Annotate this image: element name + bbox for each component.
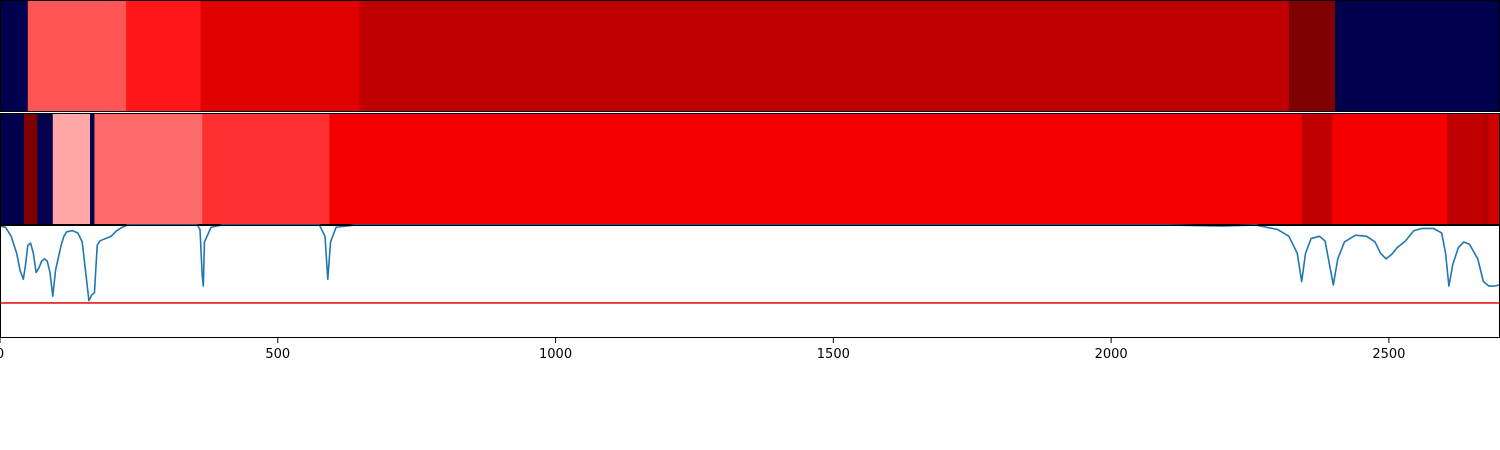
band-row-2-segment-11 — [1447, 113, 1484, 225]
series-line-1 — [0, 224, 1500, 302]
band-row-2-segment-2 — [23, 113, 38, 225]
band-row-1-segment-3 — [126, 0, 202, 112]
band-rows — [0, 0, 1500, 225]
band-row-1-segment-1 — [0, 0, 29, 112]
x-tick-label-4: 1500 — [817, 347, 850, 362]
x-tick-label-1: 0 — [0, 347, 4, 362]
band-row-1-segment-2 — [27, 0, 127, 112]
band-row-2-segment-5 — [90, 113, 95, 225]
band-row-2-segment-13 — [1488, 113, 1500, 225]
band-row-2-segment-8 — [329, 113, 1303, 225]
x-tick-label-3: 1000 — [539, 347, 572, 362]
band-row-2-segment-4 — [52, 113, 91, 225]
x-tick-label-6: 2500 — [1372, 347, 1405, 362]
band-row-1-segment-7 — [1335, 0, 1500, 112]
band-row-1-segment-6 — [1288, 0, 1336, 112]
band-row-1-segment-5 — [359, 0, 1290, 112]
band-row-1-segment-4 — [200, 0, 360, 112]
band-row-2-segment-12 — [1483, 113, 1490, 225]
x-tick-label-2: 500 — [265, 347, 290, 362]
band-row-2-segment-7 — [202, 113, 330, 225]
band-row-2-segment-9 — [1301, 113, 1333, 225]
band-row-2-segment-3 — [37, 113, 54, 225]
band-row-2-segment-1 — [0, 113, 25, 225]
x-axis: 0 500 1000 1500 2000 2500 — [0, 338, 1405, 362]
band-row-2-segment-6 — [94, 113, 203, 225]
band-row-2-segment-10 — [1332, 113, 1448, 225]
line-panel-frame — [0, 225, 1500, 338]
x-tick-label-5: 2000 — [1095, 347, 1128, 362]
line-panel — [0, 224, 1500, 338]
